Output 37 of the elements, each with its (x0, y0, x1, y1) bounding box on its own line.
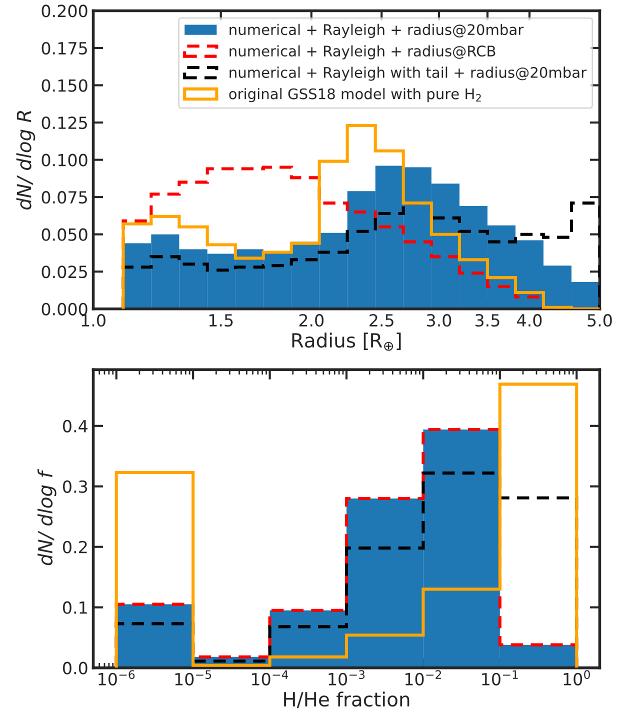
x-tick-label: 10$^{−6}$ (98, 670, 135, 686)
x-tick-label: 5.0 (588, 314, 612, 327)
x-tick-label: 10$^{0}$ (564, 670, 590, 686)
y-axis-title: dN/ dlog R (16, 111, 36, 210)
y-tick-label: 0.3 (63, 480, 88, 493)
y-axis-title: dN/ dlog f (38, 468, 56, 566)
y-tick-label: 0.000 (42, 302, 88, 316)
x-tick-label: 10$^{−4}$ (252, 670, 288, 686)
x-tick-label: 2.5 (370, 314, 394, 327)
x-tick-label: 1.5 (209, 314, 233, 327)
legend-label: numerical + Rayleigh with tail + radius@20mbar (230, 66, 587, 81)
y-tick-label: 0.200 (42, 4, 88, 18)
y-tick-label: 0.050 (42, 228, 88, 241)
y-tick-label: 0.100 (42, 154, 88, 166)
x-tick-label: 4.0 (517, 314, 542, 327)
y-tick-label: 0.125 (42, 116, 87, 130)
y-tick-label: 0.0 (63, 662, 88, 674)
x-tick-label: 2.0 (299, 314, 324, 327)
y-tick-label: 0.1 (63, 601, 87, 614)
x-axis-title: H/He fraction (284, 692, 410, 708)
x-tick-label: 10$^{−5}$ (175, 670, 212, 686)
y-tick-label: 0.150 (42, 79, 88, 92)
x-tick-label: 10$^{−3}$ (328, 670, 365, 686)
y-tick-label: 0.025 (42, 266, 87, 278)
x-axis-title: Radius [R$_{⊕}$] (292, 332, 401, 351)
legend-label: numerical + Rayleigh + radius@RCB (230, 45, 496, 60)
y-tick-label: 0.4 (63, 420, 88, 432)
x-tick-label: 3.0 (426, 314, 452, 327)
x-tick-label: 1.0 (82, 314, 106, 327)
legend-label: numerical + Rayleigh + radius@20mbar (230, 24, 524, 38)
y-tick-label: 0.2 (63, 540, 87, 554)
x-tick-label: 3.5 (475, 314, 500, 327)
y-tick-label: 0.075 (42, 191, 87, 204)
y-tick-label: 0.175 (42, 42, 87, 55)
legend-label: original GSS18 model with pure H$_{2}$ (229, 88, 481, 102)
x-tick-label: 10$^{−1}$ (482, 670, 518, 686)
x-tick-label: 10$^{−2}$ (405, 670, 442, 686)
